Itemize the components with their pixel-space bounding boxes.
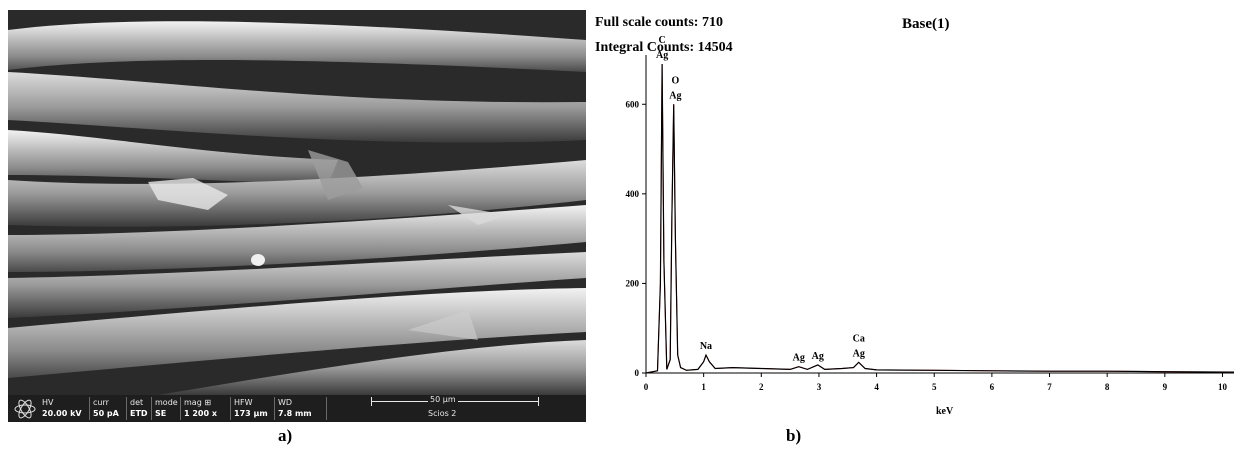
y-tick-label: 600 xyxy=(626,99,640,109)
spectrum-title: Base(1) xyxy=(902,16,950,32)
mode-label: mode xyxy=(155,398,178,407)
scale-bar-tick-right xyxy=(538,397,539,406)
curr-value: 50 pA xyxy=(93,409,119,418)
peak-label: C xyxy=(659,35,666,46)
mode-field: mode SE xyxy=(155,397,178,419)
spectrum-line xyxy=(645,63,1235,374)
hv-label: HV xyxy=(42,398,54,407)
sem-micrograph-image xyxy=(8,10,586,395)
hfw-label: HFW xyxy=(234,398,253,407)
full-scale-counts: Full scale counts: 710 xyxy=(595,15,723,30)
hfw-value: 173 µm xyxy=(234,409,268,418)
instrument-name: Scios 2 xyxy=(428,409,457,418)
y-tick-label: 0 xyxy=(635,368,640,378)
eds-spectrum-chart: Full scale counts: 710 Integral Counts: … xyxy=(595,15,1235,417)
y-tick-label: 400 xyxy=(626,189,640,199)
x-tick-label: 4 xyxy=(874,382,879,392)
peak-label: Ag xyxy=(812,351,824,362)
mag-label: mag ⊞ xyxy=(184,398,212,407)
peak-label: Ag xyxy=(656,50,668,61)
x-tick-label: 10 xyxy=(1218,382,1228,392)
x-tick-label: 5 xyxy=(932,382,937,392)
scale-bar-tick-left xyxy=(371,397,372,406)
peak-label: Ag xyxy=(853,348,865,359)
atom-logo-icon xyxy=(14,399,36,419)
y-tick-label: 200 xyxy=(626,278,640,288)
curr-field: curr 50 pA xyxy=(93,397,119,419)
spectrum-peak-fill xyxy=(645,63,1235,374)
axis-ticks: 0 1 2 3 4 5 6 7 8 9 10 0 200 400 600 xyxy=(626,99,1228,392)
peak-label: Na xyxy=(700,341,712,352)
x-axis-label: keV xyxy=(936,406,954,417)
panel-b-label: b) xyxy=(786,426,802,445)
x-tick-label: 8 xyxy=(1105,382,1110,392)
x-tick-label: 3 xyxy=(817,382,822,392)
mag-value: 1 200 x xyxy=(184,409,217,418)
x-tick-label: 6 xyxy=(990,382,995,392)
x-tick-label: 7 xyxy=(1047,382,1052,392)
scale-bar-label: 50 µm xyxy=(428,395,458,404)
peak-annotations: C Ag O Ag Na Ag Ag Ca Ag xyxy=(656,35,865,364)
hv-field: HV 20.00 kV xyxy=(42,397,82,419)
det-value: ETD xyxy=(130,409,148,418)
sem-databar: HV 20.00 kV curr 50 pA det ETD mode SE m… xyxy=(8,395,586,422)
wd-label: WD xyxy=(278,398,293,407)
integral-counts: Integral Counts: 14504 xyxy=(595,40,733,55)
curr-label: curr xyxy=(93,398,109,407)
det-field: det ETD xyxy=(130,397,148,419)
hfw-field: HFW 173 µm xyxy=(234,397,268,419)
wd-field: WD 7.8 mm xyxy=(278,397,312,419)
x-tick-label: 0 xyxy=(644,382,649,392)
wd-value: 7.8 mm xyxy=(278,409,312,418)
det-label: det xyxy=(130,398,144,407)
sem-micrograph-panel: HV 20.00 kV curr 50 pA det ETD mode SE m… xyxy=(8,10,586,422)
peak-label: Ag xyxy=(669,90,681,101)
x-tick-label: 2 xyxy=(759,382,764,392)
hv-value: 20.00 kV xyxy=(42,409,82,418)
mag-field: mag ⊞ 1 200 x xyxy=(184,397,217,419)
x-tick-label: 9 xyxy=(1163,382,1168,392)
panel-a-label: a) xyxy=(278,426,293,445)
peak-label: Ag xyxy=(793,353,805,364)
x-tick-label: 1 xyxy=(701,382,706,392)
peak-label: O xyxy=(672,75,680,86)
mode-value: SE xyxy=(155,409,167,418)
peak-label: Ca xyxy=(853,333,865,344)
